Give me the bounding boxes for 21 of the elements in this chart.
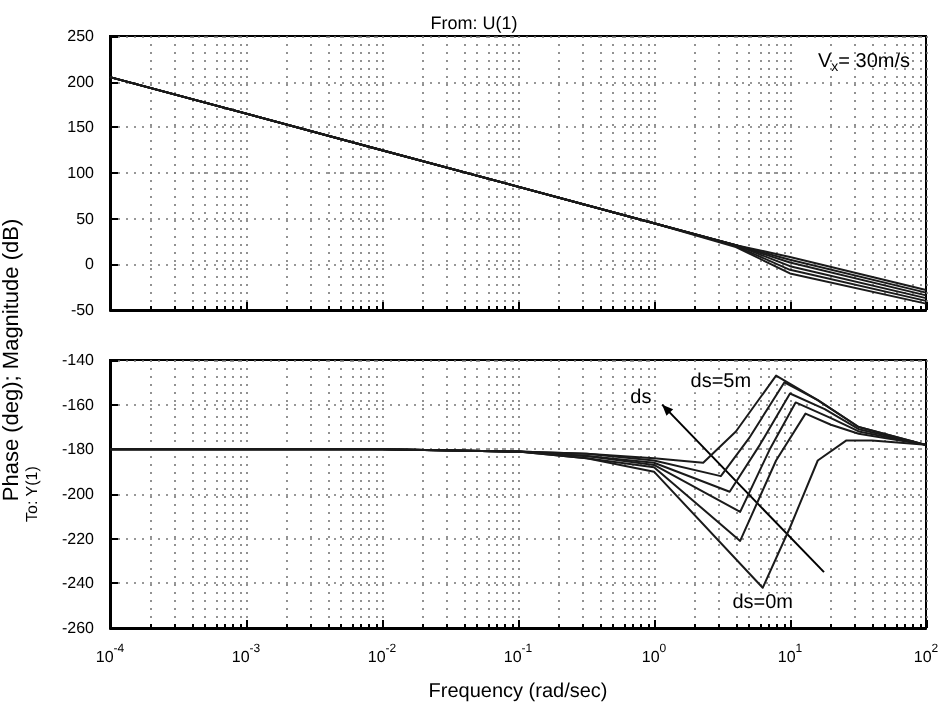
y-tick-label: -220 [61, 529, 96, 548]
x-axis-title: Frequency (rad/sec) [428, 681, 608, 703]
y-tick-label: 50 [76, 209, 96, 228]
y-tick-label: -160 [61, 395, 96, 414]
y-axis-title: Phase (deg); Magnitude (dB) [0, 216, 25, 506]
y-tick-label: -140 [61, 351, 96, 369]
y-tick-label: -260 [61, 619, 96, 637]
annotation: ds=5m [690, 371, 752, 394]
y-tick-label: -200 [61, 485, 96, 503]
y-tick-label: -240 [61, 574, 96, 593]
annotation: ds=0m [732, 592, 794, 615]
annotation: ds [630, 386, 652, 409]
y-axis-title: To: Y(1) [23, 465, 42, 522]
y-tick-label: 150 [67, 118, 96, 137]
y-tick-label: 100 [67, 164, 96, 182]
y-tick-label: -50 [70, 301, 96, 319]
y-tick-label: 0 [85, 255, 96, 274]
y-tick-label: 200 [67, 72, 96, 91]
y-tick-label: -180 [61, 440, 96, 459]
chart-title: From: U(1) [430, 13, 518, 33]
y-tick-label: 250 [67, 27, 96, 45]
